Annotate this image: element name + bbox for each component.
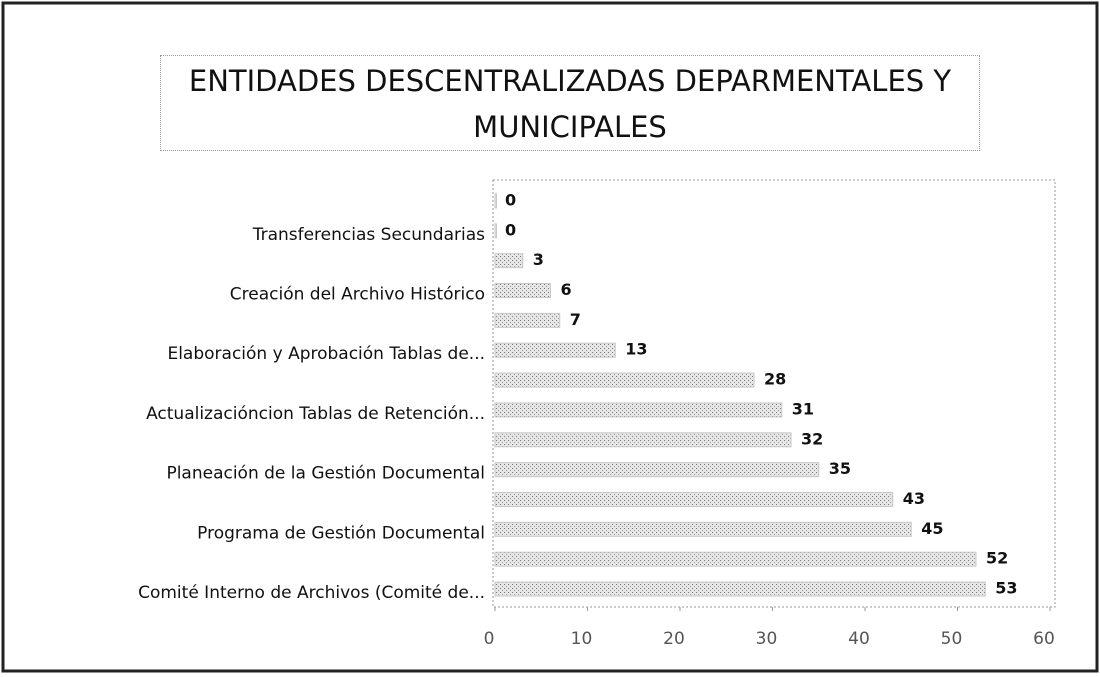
bar [494, 521, 912, 537]
data-label: 3 [533, 250, 544, 269]
data-label: 43 [903, 489, 925, 508]
data-label: 45 [921, 519, 943, 538]
bar [494, 342, 616, 358]
bar [494, 462, 820, 478]
y-tick-label: Comité Interno de Archivos (Comité de... [138, 583, 485, 603]
chart-title: ENTIDADES DESCENTRALIZADAS DEPARMENTALES… [160, 55, 980, 151]
data-label: 0 [505, 190, 516, 209]
data-label: 0 [505, 220, 516, 239]
y-tick-label: Programa de Gestión Documental [197, 523, 485, 543]
x-tick-label: 10 [571, 629, 593, 649]
bar [494, 193, 497, 209]
data-label: 13 [625, 340, 647, 359]
x-tick-label: 0 [484, 629, 495, 649]
y-tick-label: Actualizacióncion Tablas de Retención... [146, 404, 485, 424]
x-tick-label: 20 [663, 629, 685, 649]
data-label: 35 [829, 459, 851, 478]
x-tick-label: 50 [941, 629, 963, 649]
y-tick-label: Creación del Archivo Histórico [230, 285, 485, 305]
y-tick-label: Planeación de la Gestión Documental [166, 464, 485, 484]
bar [494, 492, 894, 507]
data-label: 28 [764, 370, 786, 389]
x-tick-label: 60 [1033, 629, 1055, 649]
data-label: 6 [561, 280, 572, 299]
x-tick-label: 30 [756, 629, 778, 649]
data-label: 32 [801, 429, 823, 448]
bar [494, 372, 755, 388]
bar [494, 432, 792, 448]
bar [494, 253, 524, 269]
x-tick-label: 40 [848, 629, 870, 649]
data-label: 53 [995, 579, 1017, 598]
data-label: 52 [986, 549, 1008, 568]
data-label: 31 [792, 399, 814, 418]
bar [494, 581, 986, 597]
bar [494, 223, 497, 239]
bar [494, 312, 561, 328]
bar [494, 402, 783, 418]
bar [494, 551, 977, 567]
y-tick-label: Elaboración y Aprobación Tablas de... [167, 344, 485, 364]
plot-area [492, 179, 1056, 608]
data-label: 7 [570, 310, 581, 329]
y-tick-label: Transferencias Secundarias [252, 225, 485, 245]
bar [494, 283, 551, 298]
